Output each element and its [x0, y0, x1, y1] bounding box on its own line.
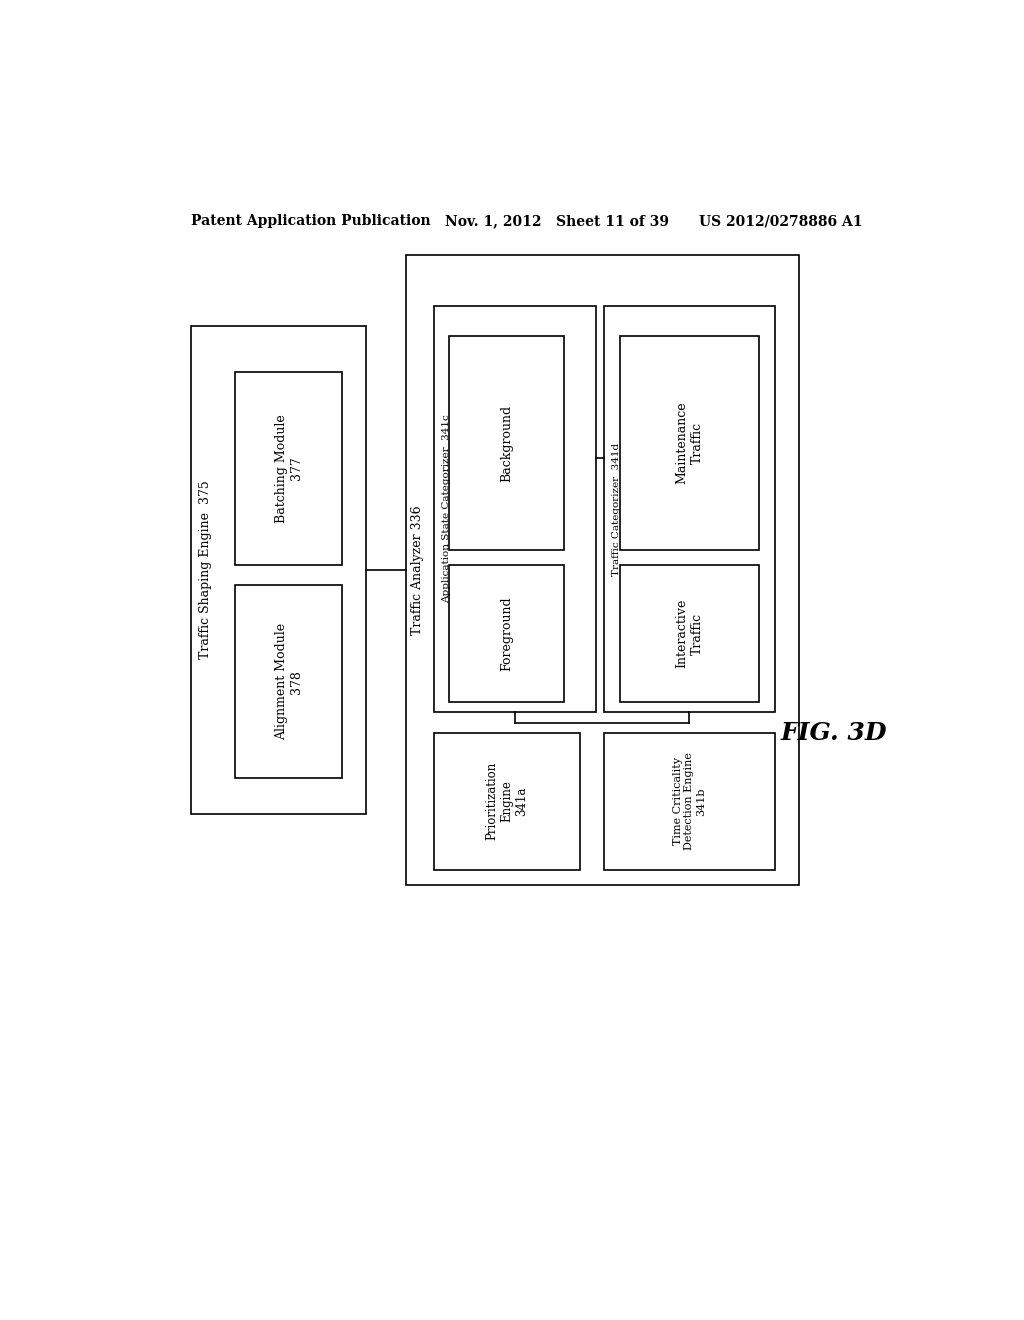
Bar: [191, 326, 367, 814]
Text: Nov. 1, 2012   Sheet 11 of 39: Nov. 1, 2012 Sheet 11 of 39: [445, 214, 670, 228]
Text: Batching Module
377: Batching Module 377: [274, 414, 303, 523]
Bar: [450, 565, 564, 702]
Bar: [433, 306, 596, 713]
Text: Alignment Module
378: Alignment Module 378: [274, 623, 303, 741]
Bar: [236, 585, 342, 779]
Text: Foreground: Foreground: [501, 597, 513, 671]
Text: Traffic Categorizer  341d: Traffic Categorizer 341d: [612, 442, 622, 576]
Text: Traffic Analyzer 336: Traffic Analyzer 336: [412, 506, 424, 635]
Bar: [450, 337, 564, 549]
Text: US 2012/0278886 A1: US 2012/0278886 A1: [699, 214, 863, 228]
Bar: [236, 372, 342, 565]
Text: Background: Background: [501, 404, 513, 482]
Bar: [433, 733, 581, 870]
Text: FIG. 3D: FIG. 3D: [781, 721, 888, 744]
Text: Prioritization
Engine
341a: Prioritization Engine 341a: [485, 762, 528, 841]
Bar: [620, 337, 759, 549]
Bar: [620, 565, 759, 702]
Text: Interactive
Traffic: Interactive Traffic: [676, 599, 703, 668]
Text: Time Criticality
Detection Engine
341b: Time Criticality Detection Engine 341b: [673, 752, 707, 850]
Text: Traffic Shaping Engine  375: Traffic Shaping Engine 375: [200, 480, 212, 660]
Text: Application State Categorizer  341c: Application State Categorizer 341c: [441, 414, 451, 603]
Text: Patent Application Publication: Patent Application Publication: [191, 214, 431, 228]
Bar: [604, 306, 775, 713]
Bar: [604, 733, 775, 870]
Text: Maintenance
Traffic: Maintenance Traffic: [676, 401, 703, 484]
Bar: [406, 255, 799, 886]
